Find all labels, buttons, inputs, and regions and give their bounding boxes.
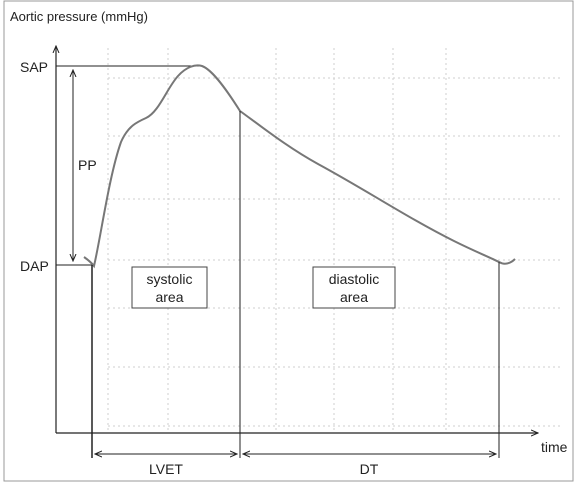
diastolic-area-label-line2: area: [340, 289, 368, 305]
y-axis-title: Aortic pressure (mmHg): [10, 9, 148, 24]
diastolic-area-label-line1: diastolic: [329, 271, 380, 287]
dt-label: DT: [360, 461, 379, 477]
sap-label: SAP: [20, 59, 48, 75]
dap-label: DAP: [20, 258, 49, 274]
systolic-area-label-line1: systolic: [147, 271, 193, 287]
diastolic-area-box: [312, 266, 396, 309]
x-axis-title: time: [541, 439, 568, 455]
figure-frame: [3, 0, 574, 482]
systolic-area-box: [131, 266, 208, 309]
pp-label: PP: [78, 157, 97, 173]
grid: [107, 48, 560, 432]
systolic-area-label-line2: area: [155, 289, 183, 305]
pressure-waveform: [83, 64, 516, 269]
lvet-label: LVET: [149, 461, 183, 477]
